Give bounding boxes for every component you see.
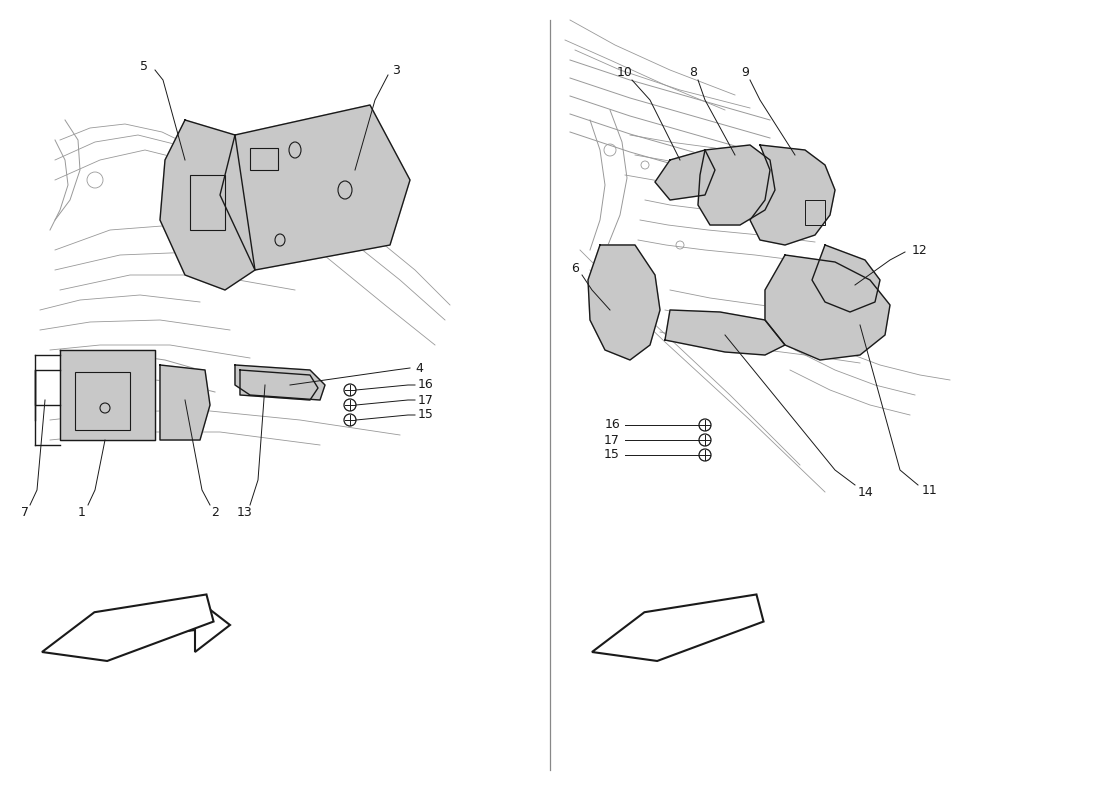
Polygon shape [750, 145, 835, 245]
Ellipse shape [344, 414, 356, 426]
Polygon shape [160, 120, 255, 290]
Text: 4: 4 [415, 362, 422, 374]
Ellipse shape [344, 384, 356, 396]
Polygon shape [60, 350, 155, 440]
Ellipse shape [698, 434, 711, 446]
Polygon shape [220, 105, 410, 270]
Polygon shape [698, 145, 776, 225]
Text: 7: 7 [21, 506, 29, 518]
Text: 17: 17 [418, 394, 433, 406]
Ellipse shape [698, 449, 711, 461]
Text: 16: 16 [418, 378, 433, 391]
Text: 10: 10 [617, 66, 632, 78]
Text: 5: 5 [140, 61, 148, 74]
Text: 15: 15 [604, 449, 620, 462]
Polygon shape [592, 594, 763, 661]
Polygon shape [160, 365, 210, 440]
Text: 16: 16 [604, 418, 620, 431]
Polygon shape [654, 150, 715, 200]
Text: 17: 17 [604, 434, 620, 446]
Text: 9: 9 [741, 66, 749, 78]
Text: 13: 13 [238, 506, 253, 518]
Polygon shape [235, 365, 324, 400]
Text: 15: 15 [418, 409, 433, 422]
Text: 12: 12 [912, 243, 927, 257]
Ellipse shape [344, 399, 356, 411]
Polygon shape [812, 245, 880, 312]
Text: 8: 8 [689, 66, 697, 78]
Polygon shape [240, 370, 318, 400]
Text: 14: 14 [858, 486, 873, 498]
Polygon shape [588, 245, 660, 360]
Text: 1: 1 [78, 506, 86, 518]
Ellipse shape [698, 419, 711, 431]
Polygon shape [666, 310, 785, 355]
Polygon shape [42, 594, 213, 661]
Text: 2: 2 [211, 506, 219, 518]
Polygon shape [80, 598, 230, 652]
Text: 11: 11 [922, 483, 937, 497]
Text: 6: 6 [571, 262, 579, 274]
Text: 3: 3 [392, 63, 400, 77]
Polygon shape [764, 255, 890, 360]
